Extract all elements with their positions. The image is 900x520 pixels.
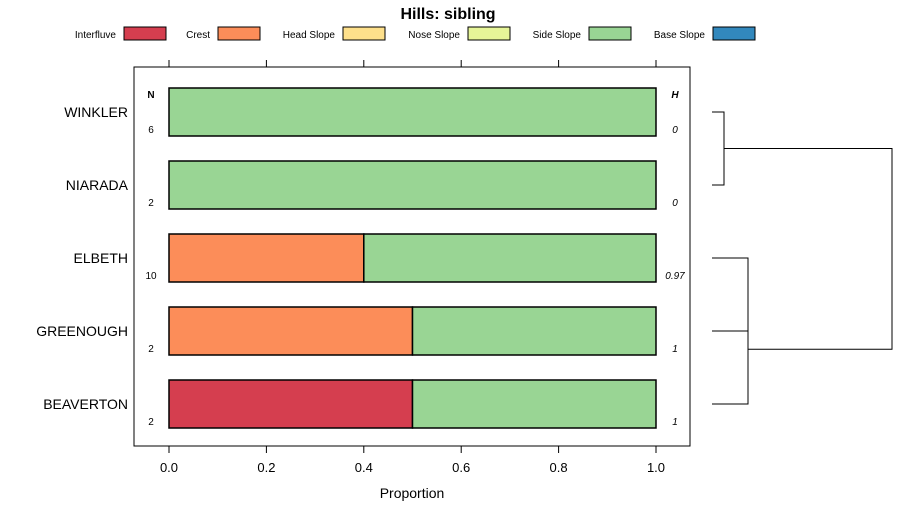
category-labels: WINKLER NIARADA ELBETH GREENOUGH BEAVERTON bbox=[36, 104, 128, 412]
legend: Interfluve Crest Head Slope Nose Slope Side … bbox=[75, 26, 756, 41]
bar-segment-elbeth-side-slope bbox=[363, 233, 657, 283]
h-value-greenough: 1 bbox=[672, 344, 678, 355]
bar-segment-winkler-side-slope bbox=[168, 87, 657, 137]
n-value-beaverton: 2 bbox=[148, 417, 154, 428]
dendrogram-branch bbox=[724, 148, 893, 350]
n-value-greenough: 2 bbox=[148, 344, 154, 355]
h-value-elbeth: 0.97 bbox=[665, 271, 685, 282]
x-tick-label: 0.0 bbox=[160, 460, 178, 475]
dendrogram bbox=[712, 111, 893, 405]
x-axis: 0.0 0.2 0.4 0.6 0.8 1.0 bbox=[160, 60, 665, 475]
h-value-winkler: 0 bbox=[672, 125, 678, 136]
x-tick-label: 0.6 bbox=[452, 460, 470, 475]
n-value-niarada: 2 bbox=[148, 198, 154, 209]
dendrogram-branch bbox=[712, 111, 725, 186]
legend-label-side-slope: Side Slope bbox=[533, 30, 582, 41]
x-tick-label: 0.2 bbox=[257, 460, 275, 475]
n-value-elbeth: 10 bbox=[145, 271, 157, 282]
x-axis-title: Proportion bbox=[380, 485, 445, 501]
legend-swatch-nose-slope bbox=[467, 26, 511, 41]
category-label-winkler: WINKLER bbox=[64, 104, 128, 120]
dendrogram-branch bbox=[712, 257, 749, 332]
h-column-header: H bbox=[671, 90, 679, 101]
category-label-niarada: NIARADA bbox=[66, 177, 129, 193]
dendrogram-branch bbox=[712, 294, 749, 405]
category-label-beaverton: BEAVERTON bbox=[43, 396, 128, 412]
legend-label-crest: Crest bbox=[186, 30, 210, 41]
legend-swatch-head-slope bbox=[342, 26, 386, 41]
bar-segment-niarada-side-slope bbox=[168, 160, 657, 210]
bar-segment-beaverton-interfluve bbox=[168, 379, 414, 429]
bar-segment-greenough-side-slope bbox=[411, 306, 657, 356]
bar-segment-greenough-crest bbox=[168, 306, 414, 356]
legend-swatch-side-slope bbox=[588, 26, 632, 41]
category-label-greenough: GREENOUGH bbox=[36, 323, 128, 339]
x-tick-label: 0.4 bbox=[355, 460, 373, 475]
h-value-beaverton: 1 bbox=[672, 417, 678, 428]
chart-title: Hills: sibling bbox=[400, 6, 495, 23]
side-labels: N H 6 0 2 0 10 0.97 2 1 2 1 bbox=[145, 90, 685, 428]
bar-segment-elbeth-crest bbox=[168, 233, 365, 283]
h-value-niarada: 0 bbox=[672, 198, 678, 209]
legend-swatch-crest bbox=[217, 26, 261, 41]
n-column-header: N bbox=[147, 90, 154, 101]
legend-label-head-slope: Head Slope bbox=[283, 30, 336, 41]
legend-label-base-slope: Base Slope bbox=[654, 30, 706, 41]
n-value-winkler: 6 bbox=[148, 125, 154, 136]
x-tick-label: 1.0 bbox=[647, 460, 665, 475]
bars bbox=[168, 87, 657, 429]
legend-label-nose-slope: Nose Slope bbox=[408, 30, 460, 41]
legend-swatch-base-slope bbox=[712, 26, 756, 41]
bar-segment-beaverton-side-slope bbox=[411, 379, 657, 429]
legend-swatch-interfluve bbox=[123, 26, 167, 41]
category-label-elbeth: ELBETH bbox=[74, 250, 128, 266]
plot-frame bbox=[133, 66, 691, 447]
x-tick-label: 0.8 bbox=[550, 460, 568, 475]
legend-label-interfluve: Interfluve bbox=[75, 30, 117, 41]
